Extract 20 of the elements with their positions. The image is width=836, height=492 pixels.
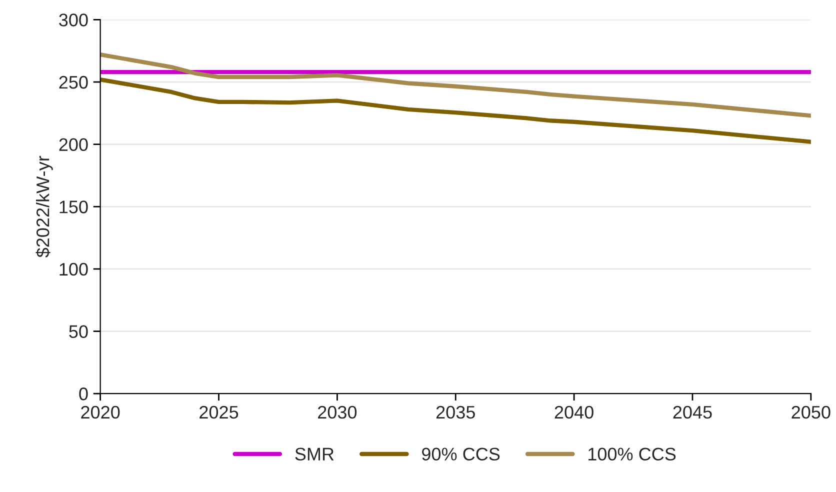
x-tick-label: 2030: [318, 406, 357, 419]
legend-label: 90% CCS: [422, 448, 500, 461]
y-tick-label: 250: [59, 76, 88, 89]
line-series: [100, 77, 811, 144]
legend-label: 100% CCS: [588, 448, 676, 461]
legend-label: SMR: [295, 448, 334, 461]
x-tick-label: 2025: [200, 406, 238, 419]
x-tick-label: 2020: [81, 406, 120, 419]
y-tick-label: 200: [59, 138, 88, 152]
y-tick-label: 50: [69, 325, 88, 338]
y-tick-label: 150: [60, 200, 88, 214]
y-tick-label: 300: [59, 14, 88, 26]
x-tick-label: 2045: [673, 406, 712, 419]
x-tick-label: 2040: [554, 406, 594, 419]
line-series: [100, 52, 811, 118]
y-tick-label: 0: [79, 388, 88, 400]
x-tick-label: 2035: [436, 406, 475, 419]
y-tick-label: 100: [60, 262, 88, 276]
x-tick-label: 2050: [792, 406, 830, 419]
y-axis-title: $2022/kW-yr: [36, 156, 53, 258]
